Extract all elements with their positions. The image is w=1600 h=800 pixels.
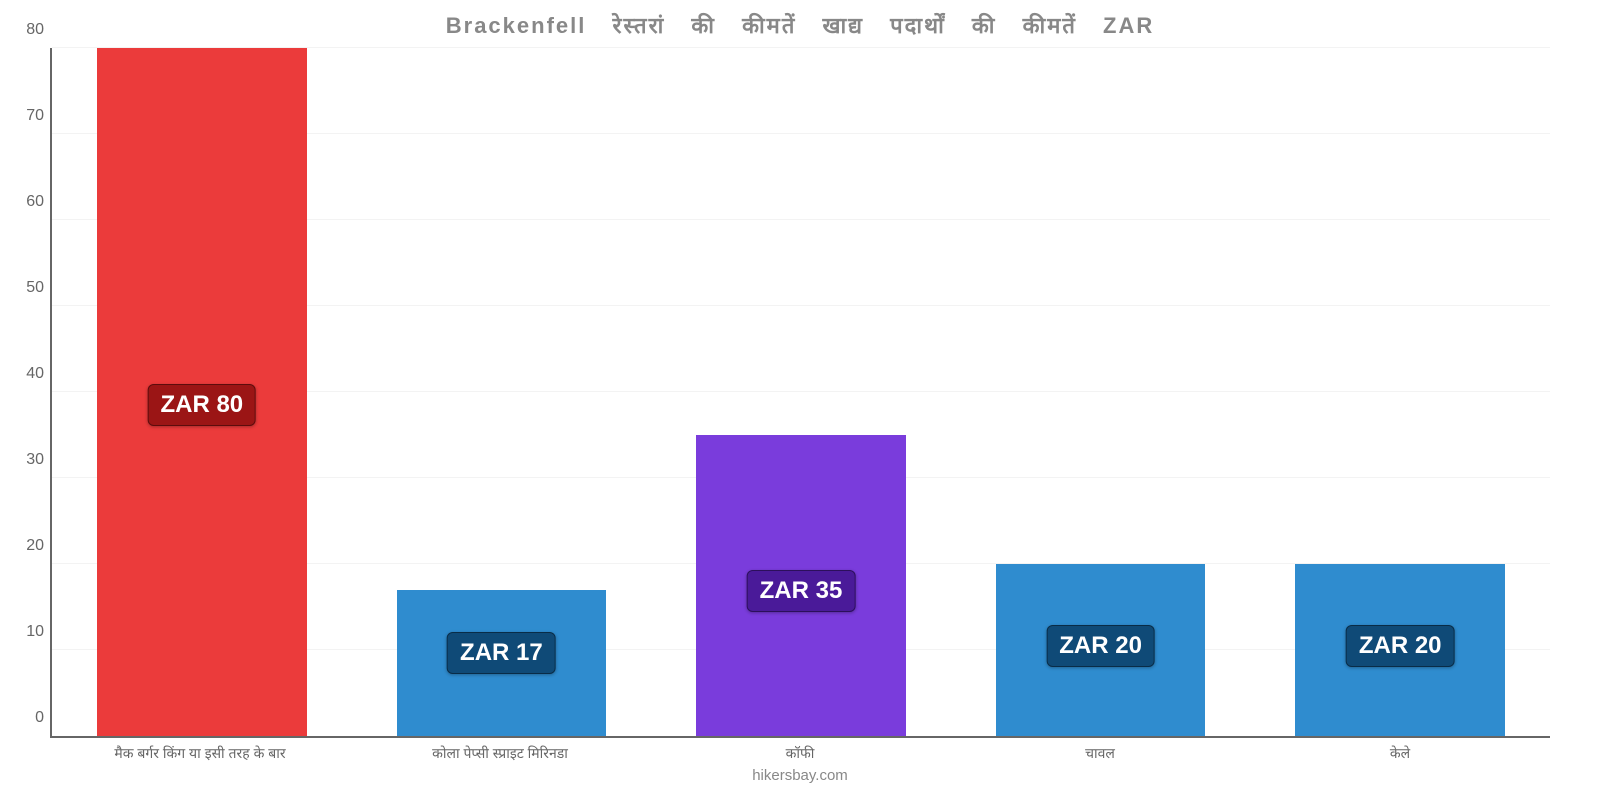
ytick-label: 80: [26, 21, 52, 39]
x-axis-label: चावल: [950, 738, 1250, 763]
price-bar-chart: Brackenfell रेस्तरां की कीमतें खाद्य पदा…: [50, 10, 1550, 790]
x-axis-label: कोला पेप्सी स्प्राइट मिरिनडा: [350, 738, 650, 763]
ytick-label: 10: [26, 623, 52, 641]
ytick-label: 60: [26, 193, 52, 211]
ytick-label: 30: [26, 451, 52, 469]
x-axis-labels: मैक बर्गर किंग या इसी तरह के बारकोला पेप…: [50, 738, 1550, 763]
plot-area: ZAR 80ZAR 17ZAR 35ZAR 20ZAR 20 010203040…: [50, 48, 1550, 738]
ytick-label: 40: [26, 365, 52, 383]
bar-slot: ZAR 80: [52, 48, 352, 736]
bar-slot: ZAR 20: [951, 48, 1251, 736]
ytick-label: 70: [26, 107, 52, 125]
bar-slot: ZAR 20: [1250, 48, 1550, 736]
x-axis-label: कॉफी: [650, 738, 950, 763]
x-axis-label: केले: [1250, 738, 1550, 763]
chart-title: Brackenfell रेस्तरां की कीमतें खाद्य पदा…: [50, 10, 1550, 40]
bar-slot: ZAR 35: [651, 48, 951, 736]
ytick-label: 0: [35, 709, 52, 727]
x-axis-label: मैक बर्गर किंग या इसी तरह के बार: [50, 738, 350, 763]
bars-container: ZAR 80ZAR 17ZAR 35ZAR 20ZAR 20: [52, 48, 1550, 736]
ytick-label: 20: [26, 537, 52, 555]
chart-credit: hikersbay.com: [50, 767, 1550, 784]
bar-slot: ZAR 17: [352, 48, 652, 736]
ytick-label: 50: [26, 279, 52, 297]
bar: [696, 435, 906, 736]
bar: [397, 590, 607, 736]
bar: [97, 48, 307, 736]
bar: [1295, 564, 1505, 736]
bar: [996, 564, 1206, 736]
